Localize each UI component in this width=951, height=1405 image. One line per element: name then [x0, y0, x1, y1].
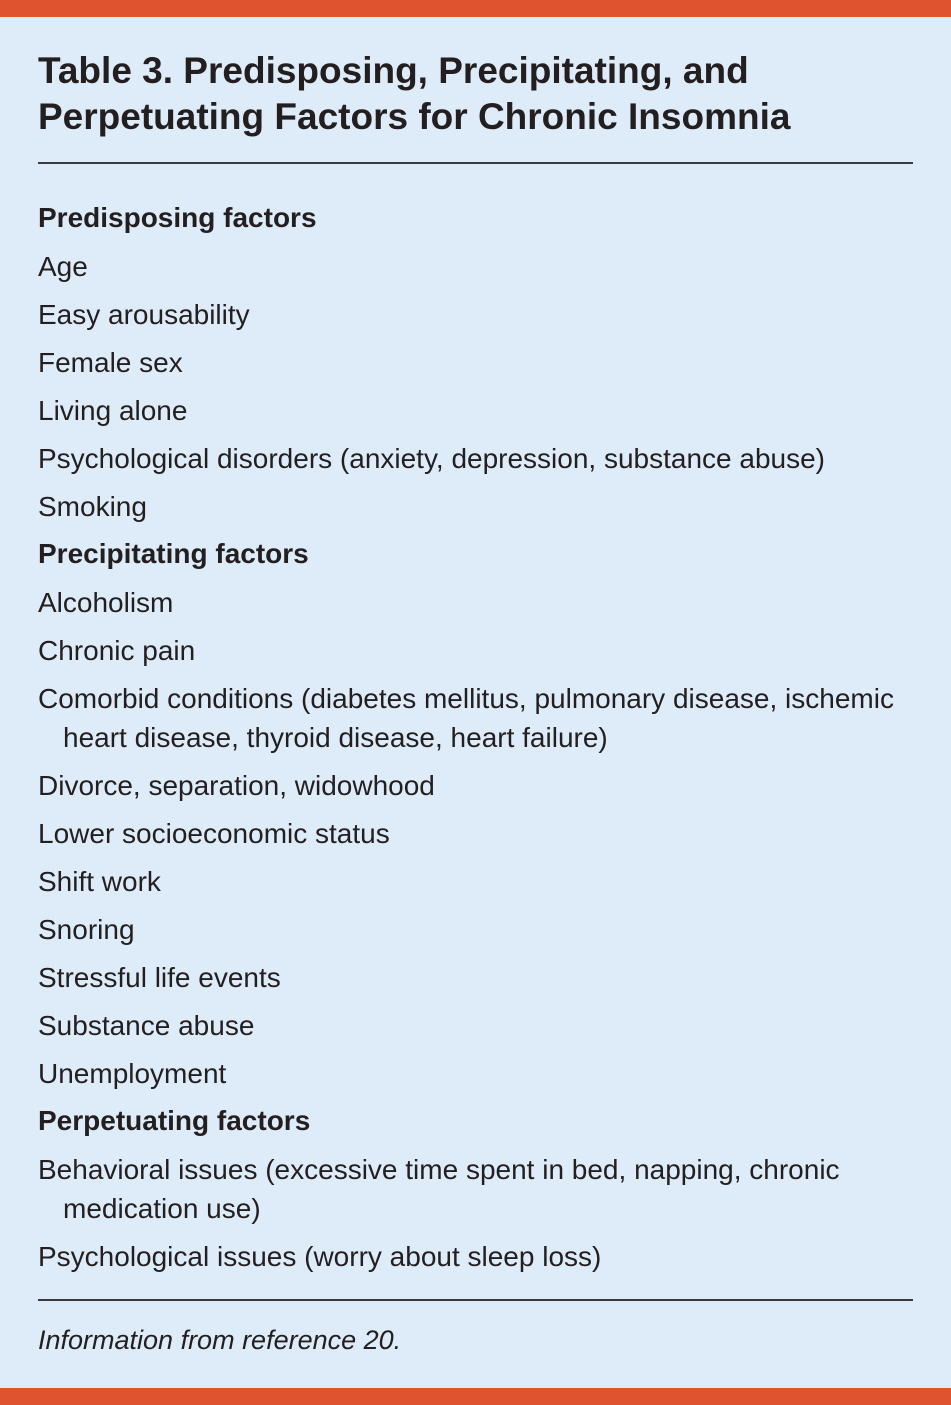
factor-item: Shift work: [38, 865, 161, 897]
factor-item: Female sex: [38, 346, 183, 378]
section-heading: Perpetuating factors: [38, 1105, 311, 1136]
factor-item: Easy arousability: [38, 298, 250, 330]
factor-item: Comorbid conditions (diabetes mellitus, …: [38, 682, 894, 753]
factor-item: Substance abuse: [38, 1009, 255, 1041]
factor-item: Divorce, separation, widowhood: [38, 769, 435, 801]
factor-item: Alcoholism: [38, 586, 174, 618]
factor-item: Stressful life events: [38, 961, 281, 993]
factor-item: Unemployment: [38, 1057, 227, 1089]
factor-item: Smoking: [38, 490, 147, 522]
factor-item: Lower socioeconomic status: [38, 817, 390, 849]
section-heading: Precipitating factors: [38, 538, 309, 569]
factor-item: Age: [38, 250, 88, 282]
top-rule: [38, 162, 913, 164]
bottom-rule: [38, 1299, 913, 1301]
section-heading: Predisposing factors: [38, 202, 317, 233]
top-accent-bar: [0, 0, 951, 17]
factor-item: Living alone: [38, 394, 188, 426]
factor-item: Behavioral issues (excessive time spent …: [38, 1153, 840, 1224]
factor-item: Psychological disorders (anxiety, depres…: [38, 442, 826, 474]
table-body: Predisposing factors Age Easy arousability…: [38, 194, 918, 1280]
bottom-accent-bar: [0, 1388, 951, 1405]
table-title: Table 3. Predisposing, Precipitating, an…: [38, 50, 791, 137]
footnote: Information from reference 20.: [38, 1325, 402, 1355]
factor-item: Psychological issues (worry about sleep …: [38, 1240, 602, 1272]
factor-item: Chronic pain: [38, 634, 196, 666]
factor-item: Snoring: [38, 913, 135, 945]
